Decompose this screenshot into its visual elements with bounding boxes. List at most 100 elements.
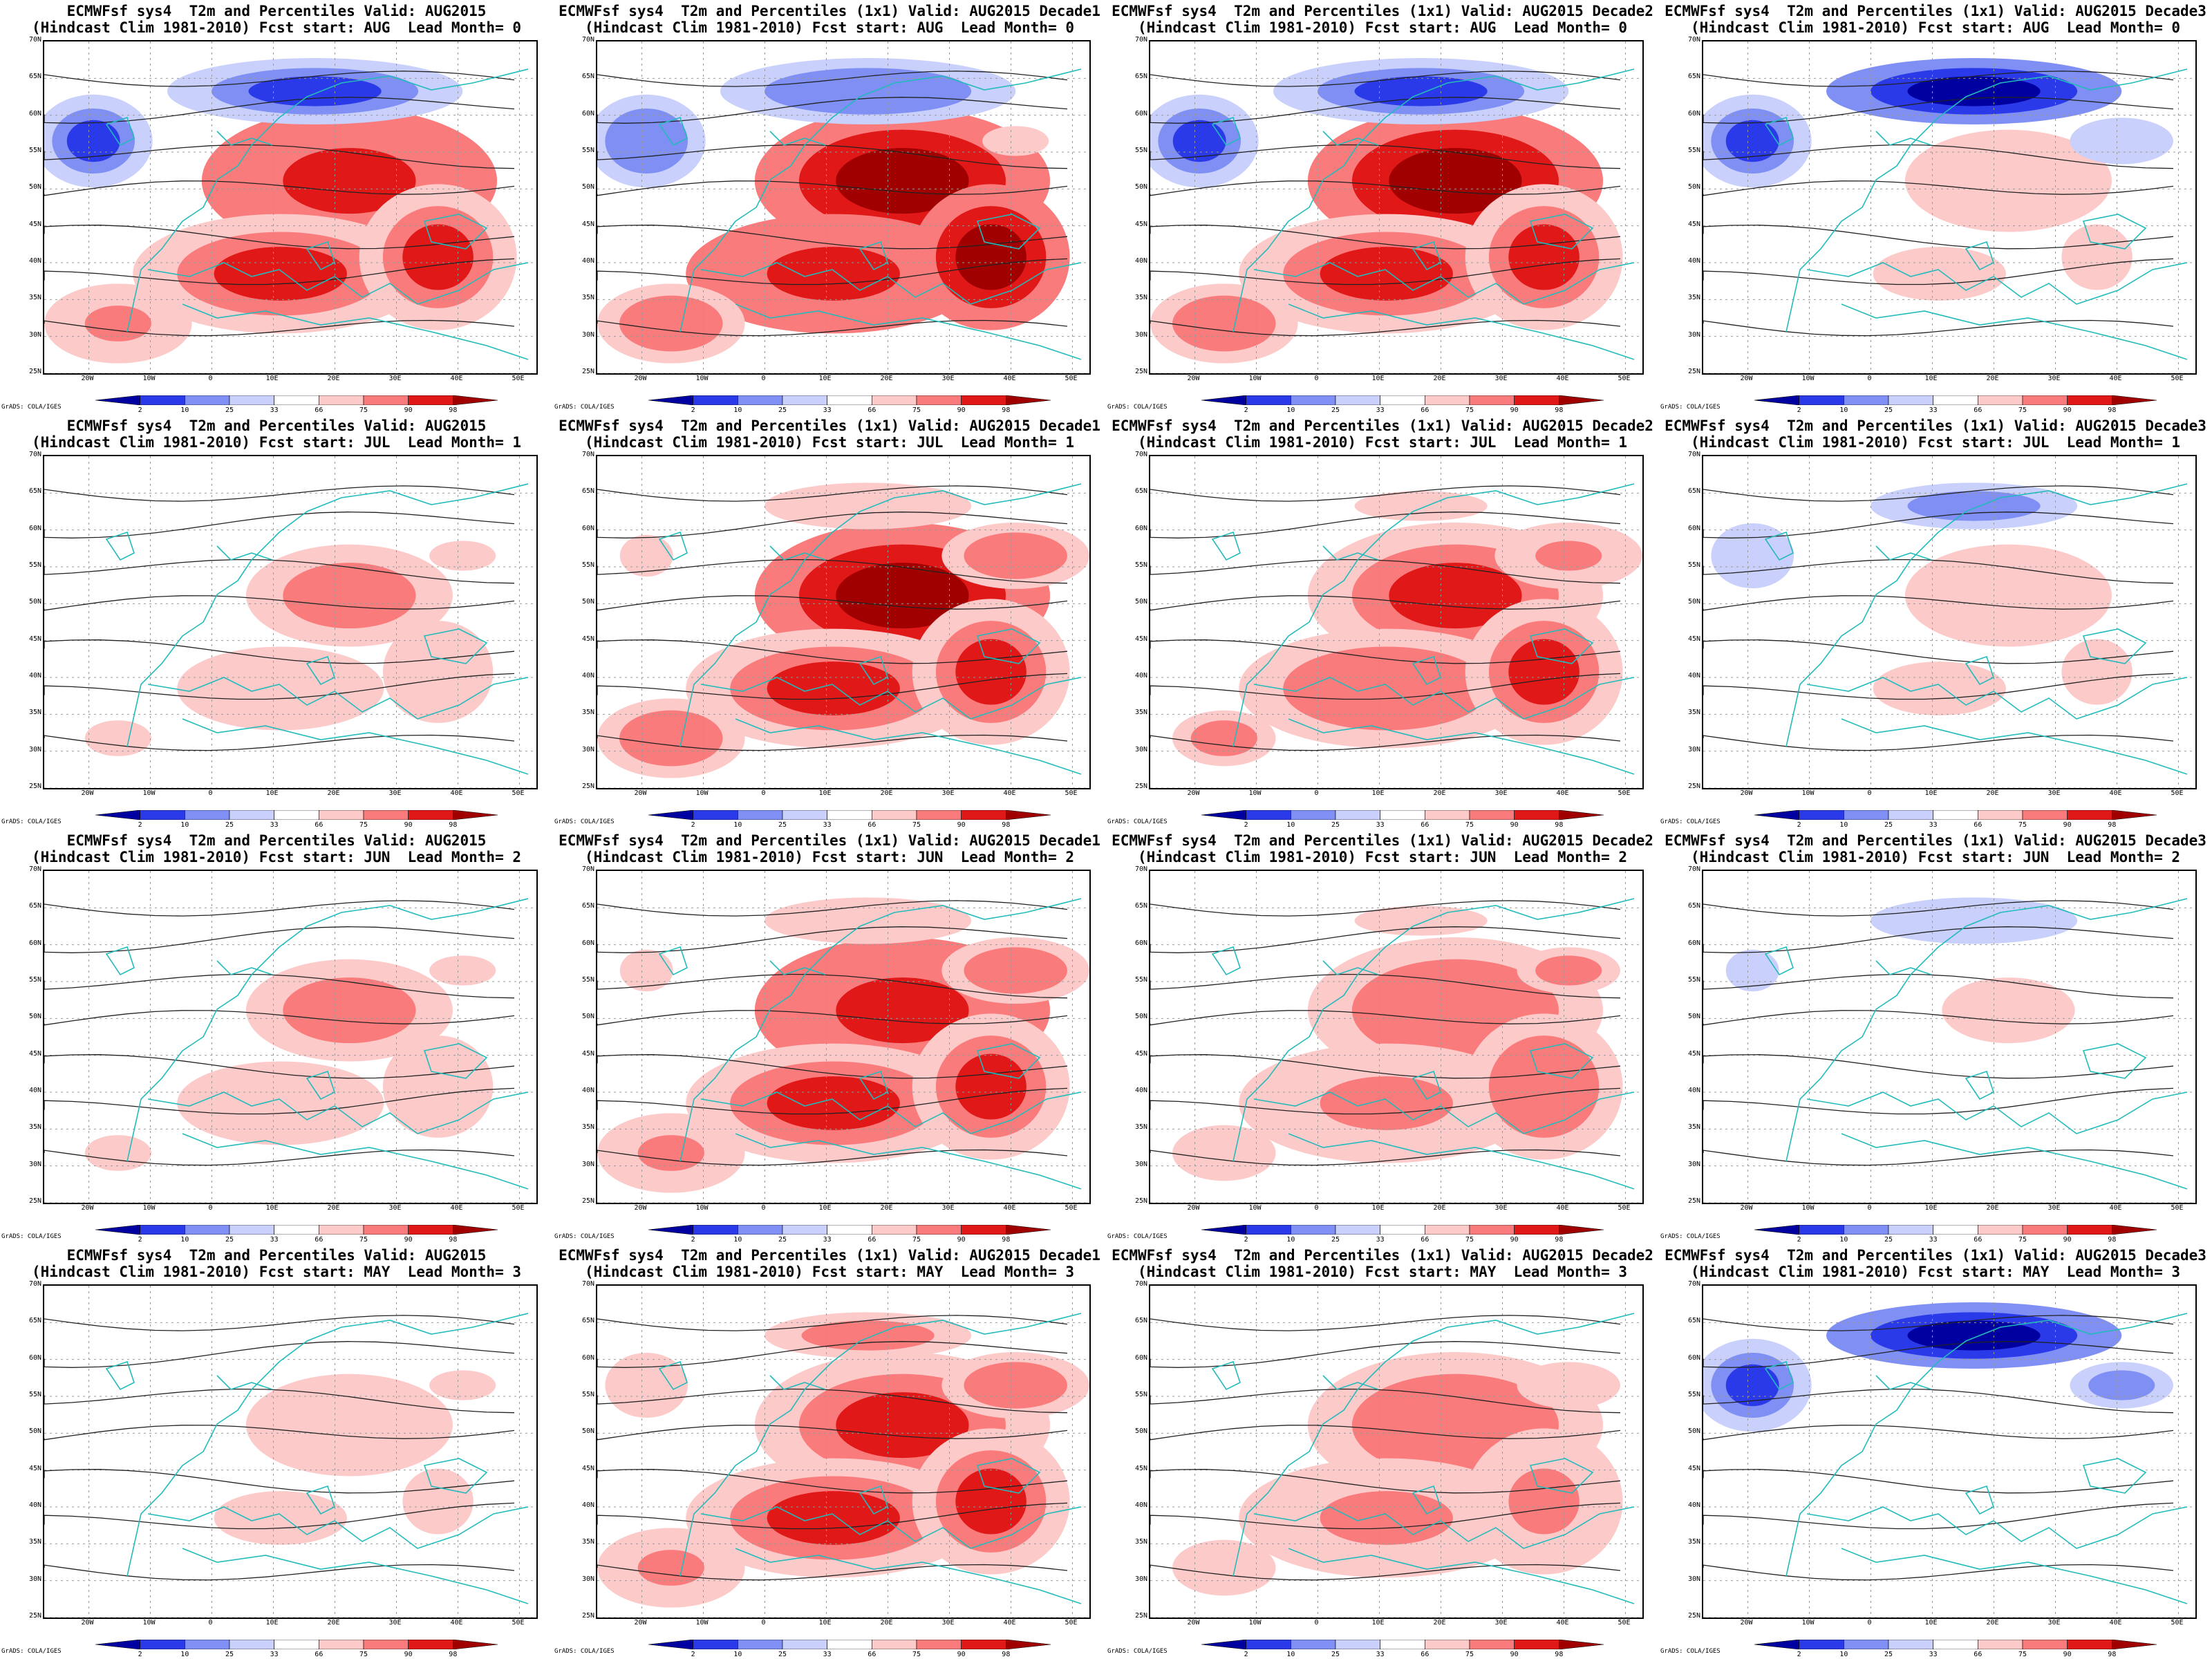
panel-title-line2: (Hindcast Clim 1981-2010) Fcst start: AU… — [584, 19, 1074, 36]
colorbar-label: 66 — [868, 406, 877, 414]
latitude-label: 55N — [28, 976, 41, 984]
latitude-label: 50N — [28, 598, 41, 606]
colorbar-label: 66 — [1421, 1236, 1430, 1244]
longitude-label: 10W — [1801, 1204, 1815, 1212]
latitude-label: 40N — [28, 1087, 41, 1094]
colorbar-label: 33 — [1376, 406, 1385, 414]
anomaly-shading — [982, 955, 1049, 986]
colorbar-label: 75 — [2018, 821, 2027, 829]
latitude-label: 70N — [1687, 1280, 1700, 1288]
latitude-label: 50N — [581, 1013, 594, 1021]
colorbar-label: 33 — [270, 406, 279, 414]
longitude-label: 10W — [1801, 375, 1815, 382]
colorbar-swatch — [95, 810, 140, 820]
latitude-label: 55N — [1687, 561, 1700, 569]
colorbar-swatch — [274, 395, 319, 405]
colorbar-label: 98 — [1555, 1651, 1564, 1658]
latitude-label: 40N — [581, 257, 594, 265]
colorbar-swatch — [1754, 810, 1799, 820]
colorbar-label: 90 — [1510, 1651, 1519, 1658]
latitude-label: 35N — [1687, 1538, 1700, 1546]
longitude-label: 50E — [512, 1204, 525, 1212]
longitude-label: 10W — [142, 789, 156, 797]
latitude-label: 60N — [28, 109, 41, 118]
colorbar-swatch — [916, 395, 962, 405]
latitude-label: 50N — [581, 183, 594, 191]
latitude-label: 30N — [28, 1160, 41, 1168]
anomaly-shading — [1320, 662, 1453, 715]
colorbar-swatch — [1246, 1225, 1291, 1235]
map-area — [43, 40, 538, 375]
latitude-label: 30N — [1687, 1160, 1700, 1168]
longitude-label: 10E — [265, 1204, 279, 1212]
colorbar-label: 90 — [2063, 1651, 2072, 1658]
latitude-label: 60N — [28, 939, 41, 947]
colorbar-swatch — [1514, 1225, 1559, 1235]
latitude-label: 50N — [1687, 183, 1700, 191]
colorbar-swatch — [1844, 1225, 1889, 1235]
colorbar-label: 75 — [359, 1236, 368, 1244]
latitude-label: 65N — [581, 902, 594, 910]
colorbar-swatch — [453, 1225, 498, 1235]
longitude-label: 10E — [1924, 375, 1938, 382]
longitude-label: 20W — [1187, 1204, 1200, 1212]
latitude-label: 45N — [28, 1049, 41, 1058]
latitude-label: 30N — [581, 745, 594, 753]
anomaly-shading — [1190, 1550, 1257, 1586]
colorbar-swatch — [648, 395, 693, 405]
latitude-label: 35N — [581, 1123, 594, 1132]
colorbar-swatch — [782, 810, 827, 820]
colorbar-label: 25 — [1331, 406, 1340, 414]
colorbar-swatch — [274, 1225, 319, 1235]
longitude-label: 40E — [2109, 789, 2122, 797]
colorbar-label: 66 — [315, 1651, 324, 1658]
colorbar-label: 90 — [1510, 1236, 1519, 1244]
longitude-label: 40E — [450, 1204, 463, 1212]
longitude-label: 50E — [2171, 375, 2184, 382]
colorbar-swatch — [185, 395, 230, 405]
map-panel: ECMWFsf sys4 T2m and Percentiles Valid: … — [0, 830, 553, 1244]
grads-credit: GrADS: COLA/IGES — [1660, 818, 1721, 825]
anomaly-shading — [2061, 224, 2133, 290]
colorbar-swatch — [1380, 1640, 1425, 1649]
map-panel: ECMWFsf sys4 T2m and Percentiles (1x1) V… — [1659, 1244, 2212, 1659]
colorbar-label: 66 — [1974, 1651, 1983, 1658]
longitude-label: 10W — [1801, 1619, 1815, 1627]
latitude-label: 50N — [581, 1427, 594, 1436]
latitude-label: 50N — [581, 598, 594, 606]
colorbar-label: 10 — [1839, 1236, 1848, 1244]
longitude-label: 10W — [142, 1619, 156, 1627]
anomaly-shading — [801, 1320, 935, 1351]
latitude-label: 25N — [581, 1612, 594, 1620]
map-area — [596, 1284, 1091, 1619]
anomaly-shading — [66, 120, 120, 162]
panel-title-line2: (Hindcast Clim 1981-2010) Fcst start: AU… — [1137, 19, 1627, 36]
latitude-label: 60N — [1687, 939, 1700, 947]
longitude-label: 50E — [1065, 1204, 1078, 1212]
colorbar-label: 90 — [2063, 1236, 2072, 1244]
longitude-label: 20E — [880, 375, 893, 382]
colorbar-swatch — [738, 1225, 783, 1235]
longitude-label: 10E — [818, 1204, 832, 1212]
map-area — [1702, 40, 2197, 375]
longitude-label: 0 — [1867, 1204, 1872, 1212]
colorbar-swatch — [1514, 395, 1559, 405]
colorbar-swatch — [229, 1225, 274, 1235]
colorbar-label: 10 — [1839, 406, 1848, 414]
longitude-label: 40E — [450, 789, 463, 797]
map-area — [43, 870, 538, 1204]
longitude-label: 30E — [1494, 1619, 1508, 1627]
colorbar-label: 2 — [1797, 406, 1801, 414]
colorbar-label: 90 — [1510, 821, 1519, 829]
longitude-label: 10W — [142, 1204, 156, 1212]
latitude-label: 25N — [28, 368, 41, 375]
colorbar-label: 2 — [1244, 821, 1248, 829]
anomaly-shading — [1320, 247, 1453, 301]
latitude-label: 35N — [581, 294, 594, 302]
longitude-label: 50E — [1065, 1619, 1078, 1627]
latitude-label: 70N — [581, 36, 594, 44]
colorbar-swatch — [1380, 1225, 1425, 1235]
anomaly-shading — [1190, 1135, 1257, 1171]
longitude-label: 30E — [2047, 1204, 2061, 1212]
panel-title-line1: ECMWFsf sys4 T2m and Percentiles (1x1) V… — [559, 1247, 1100, 1264]
